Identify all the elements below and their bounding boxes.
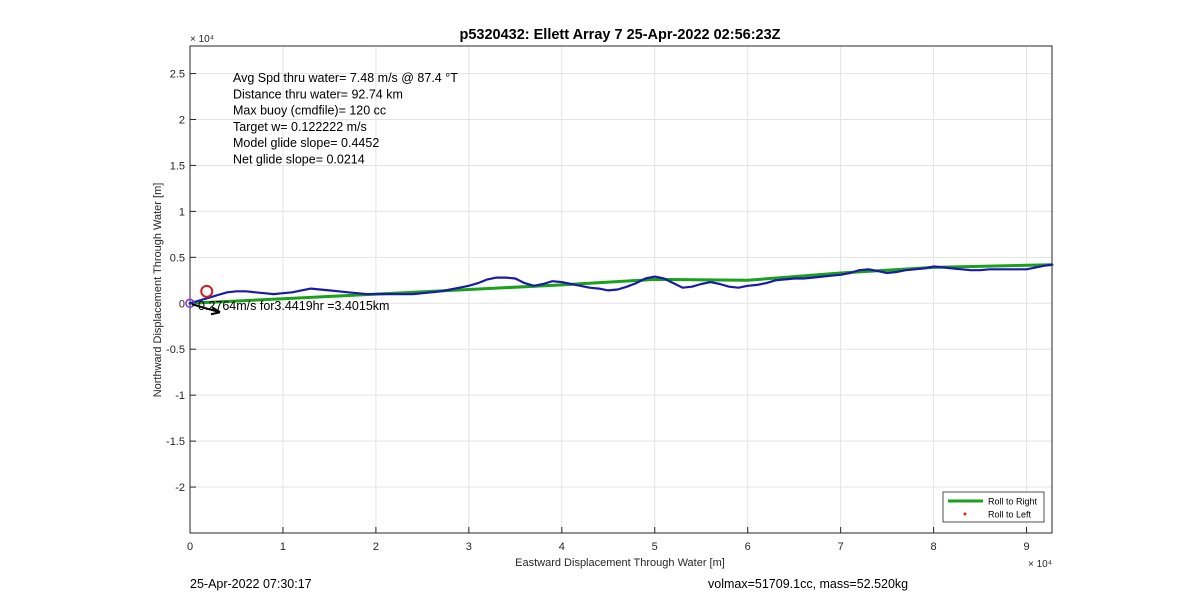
x-tick-label: 1	[280, 541, 286, 553]
x-tick-label: 0	[187, 541, 193, 553]
x-axis-exponent: × 10⁴	[1028, 559, 1052, 570]
x-tick-label: 7	[838, 541, 844, 553]
y-tick-label: 0.5	[170, 252, 185, 264]
legend-box	[942, 491, 1045, 523]
x-axis-label: Eastward Displacement Through Water [m]	[515, 557, 725, 569]
legend-label: Roll to Right	[988, 497, 1038, 507]
start-circle-marker	[200, 284, 214, 298]
footer-timestamp: 25-Apr-2022 07:30:17	[190, 577, 312, 591]
x-tick-label: 5	[652, 541, 658, 553]
footer-mass-info: volmax=51709.1cc, mass=52.520kg	[708, 577, 909, 591]
x-tick-label: 2	[373, 541, 379, 553]
y-tick-label: 1	[179, 206, 185, 218]
y-tick-label: 1.5	[170, 160, 185, 172]
y-axis-exponent: × 10⁴	[190, 34, 214, 45]
annotation-line: Avg Spd thru water= 7.48 m/s @ 87.4 °T	[233, 71, 458, 85]
tick-labels: 0 1 2 3 4 5 6 7 8 9 -2 -1.5 -1 -0.5 0 0.5 1 1.5 2 2.5	[166, 69, 1030, 553]
legend-swatch-dot	[963, 512, 967, 516]
legend-label: Roll to Left	[988, 510, 1032, 520]
x-tick-label: 8	[931, 541, 937, 553]
x-tick-label: 3	[466, 541, 472, 553]
annotation-block: Avg Spd thru water= 7.48 m/s @ 87.4 °T Di…	[233, 71, 458, 167]
series-line-roll-right	[188, 263, 1054, 305]
legend: Roll to Right Roll to Left	[942, 491, 1045, 523]
annotation-line: Target w= 0.122222 m/s	[233, 120, 367, 134]
current-vector-arrow	[191, 303, 221, 316]
y-tick-label: 0	[179, 298, 185, 310]
annotation-line: Net glide slope= 0.0214	[233, 153, 365, 167]
grid-lines	[189, 46, 1052, 533]
annotation-line: Max buoy (cmdfile)= 120 cc	[233, 104, 386, 118]
chart-title: p5320432: Ellett Array 7 25-Apr-2022 02:…	[459, 27, 780, 43]
current-annotation: 0.2764m/s for3.4419hr =3.4015km	[198, 299, 389, 313]
y-tick-label: -2	[175, 482, 185, 494]
y-tick-label: 2.5	[170, 69, 185, 81]
y-tick-label: -0.5	[166, 344, 185, 356]
annotation-line: Model glide slope= 0.4452	[233, 136, 379, 150]
x-tick-label: 9	[1023, 541, 1029, 553]
markers	[185, 284, 221, 316]
x-tick-label: 6	[745, 541, 751, 553]
x-tick-label: 4	[559, 541, 565, 553]
axes-frame	[189, 45, 1053, 534]
origin-marker	[185, 298, 195, 309]
series-lines	[188, 263, 1054, 305]
y-tick-label: 2	[179, 115, 185, 127]
y-tick-label: -1.5	[166, 436, 185, 448]
y-tick-label: -1	[175, 390, 185, 402]
series-line-track	[188, 263, 1054, 305]
y-axis-label: Northward Displacement Through Water [m]	[152, 183, 164, 398]
tick-marks	[189, 73, 1028, 533]
annotation-line: Distance thru water= 92.74 km	[233, 87, 403, 101]
